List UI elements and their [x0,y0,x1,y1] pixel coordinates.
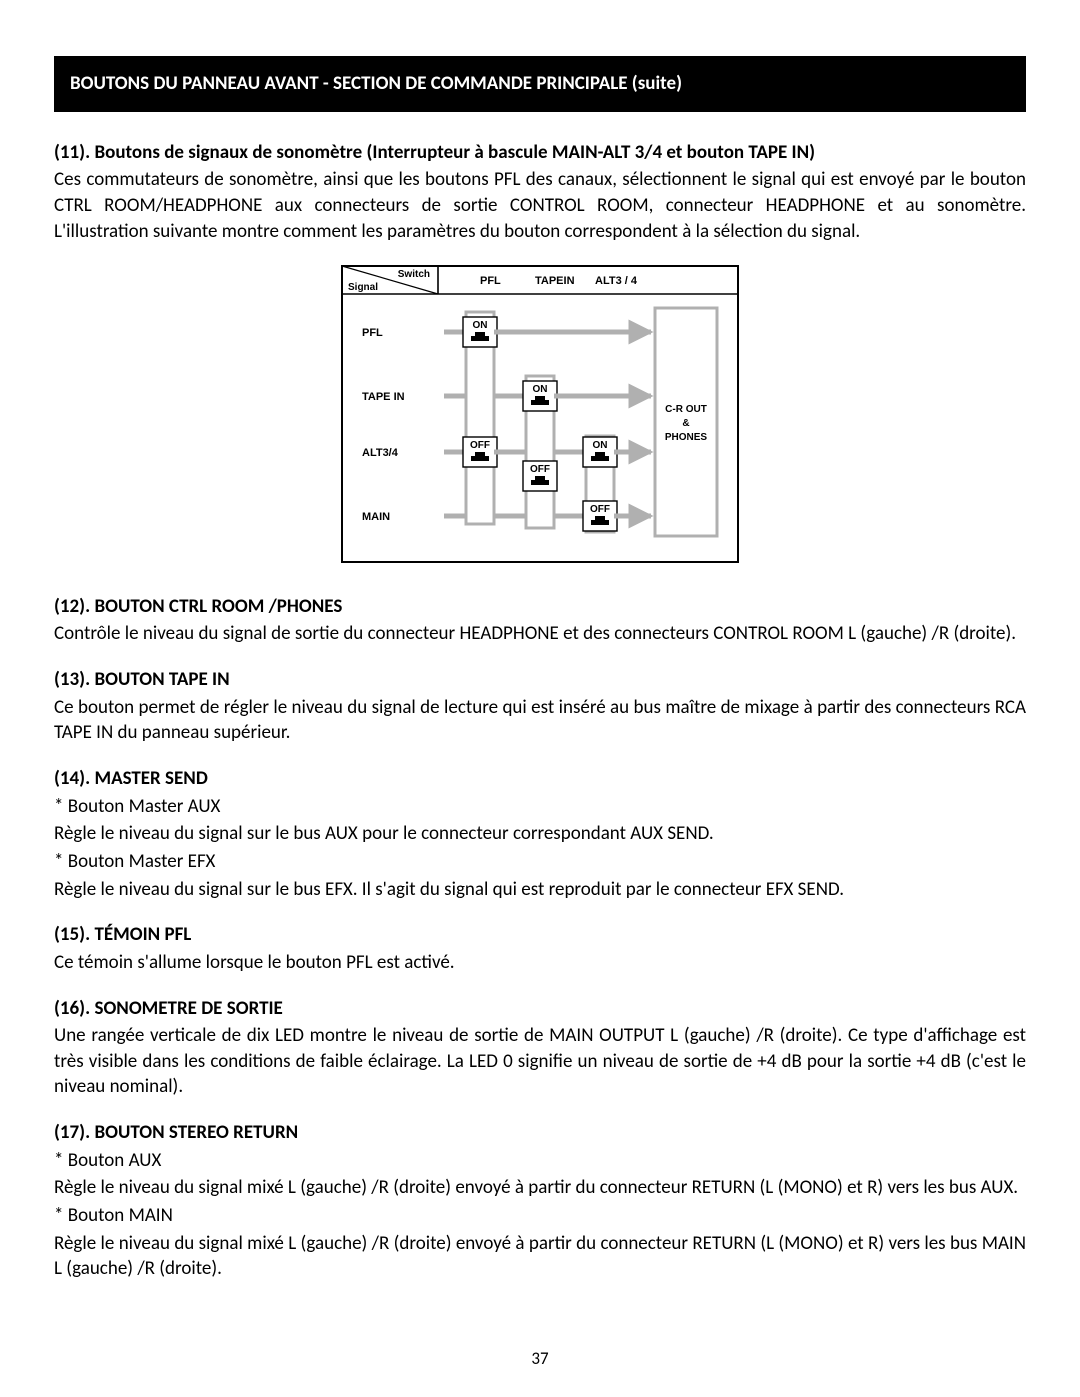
section-11-heading: (11). Boutons de signaux de sonomètre (I… [54,140,1026,166]
svg-text:ON: ON [533,384,548,395]
section-17-l3: * Bouton MAIN [54,1203,1026,1229]
section-12-body: Contrôle le niveau du signal de sortie d… [54,621,1026,647]
svg-text:Switch: Switch [398,269,430,280]
section-14: (14). MASTER SEND * Bouton Master AUX Rè… [54,766,1026,902]
svg-text:Signal: Signal [348,282,378,293]
svg-text:ON: ON [593,440,608,451]
section-15-body: Ce témoin s'allume lorsque le bouton PFL… [54,950,1026,976]
svg-text:OFF: OFF [470,440,490,451]
section-17-heading: (17). BOUTON STEREO RETURN [54,1120,1026,1146]
svg-text:ALT3 / 4: ALT3 / 4 [595,275,638,287]
section-16-heading: (16). SONOMETRE DE SORTIE [54,996,1026,1022]
section-15: (15). TÉMOIN PFL Ce témoin s'allume lors… [54,922,1026,975]
page-header-title: BOUTONS DU PANNEAU AVANT - SECTION DE CO… [70,72,682,95]
section-17-l2: Règle le niveau du signal mixé L (gauche… [54,1175,1026,1201]
section-14-heading: (14). MASTER SEND [54,766,1026,792]
section-15-heading: (15). TÉMOIN PFL [54,922,1026,948]
page-number: 37 [0,1348,1080,1371]
section-11-body: Ces commutateurs de sonomètre, ainsi que… [54,167,1026,244]
section-13-body: Ce bouton permet de régler le niveau du … [54,695,1026,746]
section-11: (11). Boutons de signaux de sonomètre (I… [54,140,1026,245]
section-13: (13). BOUTON TAPE IN Ce bouton permet de… [54,667,1026,746]
svg-text:PFL: PFL [362,327,383,339]
svg-text:TAPE IN: TAPE IN [362,391,405,403]
section-14-l3: * Bouton Master EFX [54,849,1026,875]
section-16: (16). SONOMETRE DE SORTIE Une rangée ver… [54,996,1026,1101]
section-13-heading: (13). BOUTON TAPE IN [54,667,1026,693]
section-17-l4: Règle le niveau du signal mixé L (gauche… [54,1231,1026,1282]
section-14-l4: Règle le niveau du signal sur le bus EFX… [54,877,1026,903]
section-17: (17). BOUTON STEREO RETURN * Bouton AUX … [54,1120,1026,1282]
svg-text:PHONES: PHONES [665,432,708,443]
signal-diagram-container: Switch Signal PFL TAPEIN ALT3 / 4 PFL TAPE IN A… [54,264,1026,572]
signal-diagram-svg: Switch Signal PFL TAPEIN ALT3 / 4 PFL TAPE IN A… [340,264,740,564]
page-header-bar: BOUTONS DU PANNEAU AVANT - SECTION DE CO… [54,56,1026,112]
svg-text:TAPEIN: TAPEIN [535,275,575,287]
section-14-l2: Règle le niveau du signal sur le bus AUX… [54,821,1026,847]
section-17-l1: * Bouton AUX [54,1148,1026,1174]
svg-text:MAIN: MAIN [362,511,390,523]
section-12: (12). BOUTON CTRL ROOM /PHONES Contrôle … [54,594,1026,647]
svg-text:ALT3/4: ALT3/4 [362,447,399,459]
svg-text:PFL: PFL [480,275,501,287]
signal-diagram: Switch Signal PFL TAPEIN ALT3 / 4 PFL TAPE IN A… [340,264,740,572]
section-16-body: Une rangée verticale de dix LED montre l… [54,1023,1026,1100]
svg-text:OFF: OFF [590,504,610,515]
svg-text:ON: ON [473,320,488,331]
section-12-heading: (12). BOUTON CTRL ROOM /PHONES [54,594,1026,620]
svg-text:OFF: OFF [530,464,550,475]
section-14-l1: * Bouton Master AUX [54,794,1026,820]
svg-text:C-R OUT: C-R OUT [665,404,707,415]
svg-text:&: & [682,418,689,429]
